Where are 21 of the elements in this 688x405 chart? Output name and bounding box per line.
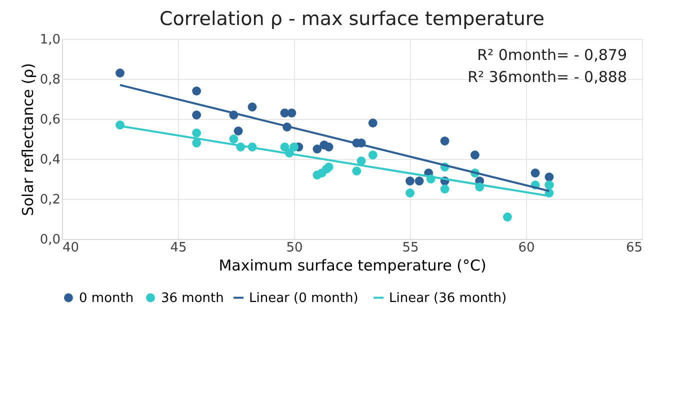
x-tick-label: 50	[286, 240, 303, 256]
x-tick-label: 55	[402, 240, 419, 256]
y-tick-label: 0,2	[40, 192, 60, 208]
x-tick-label: 45	[170, 240, 187, 256]
x-tick-label: 40	[62, 240, 80, 256]
legend-label: Linear (36 month)	[389, 290, 507, 306]
y-tick-label: 0,0	[40, 232, 60, 248]
annotation: R² 0month= - 0,879	[477, 46, 627, 64]
x-tick-label: 60	[518, 240, 535, 256]
legend-label: Linear (0 month)	[249, 290, 358, 306]
chart-title: Correlation ρ - max surface temperature	[160, 8, 544, 30]
annotation: R² 36month= - 0,888	[468, 68, 627, 86]
legend-label: 0 month	[79, 290, 134, 306]
y-tick-label: 0,4	[40, 152, 60, 168]
y-tick-label: 1,0	[40, 32, 60, 48]
y-tick-label: 0,6	[40, 112, 60, 128]
legend-label: 36 month	[161, 290, 224, 306]
x-tick-label: 65	[626, 240, 642, 256]
x-axis-title: Maximum surface temperature (°C)	[218, 256, 486, 274]
y-axis-title: Solar reflectance (ρ)	[18, 62, 37, 216]
y-tick-label: 0,8	[40, 72, 60, 88]
